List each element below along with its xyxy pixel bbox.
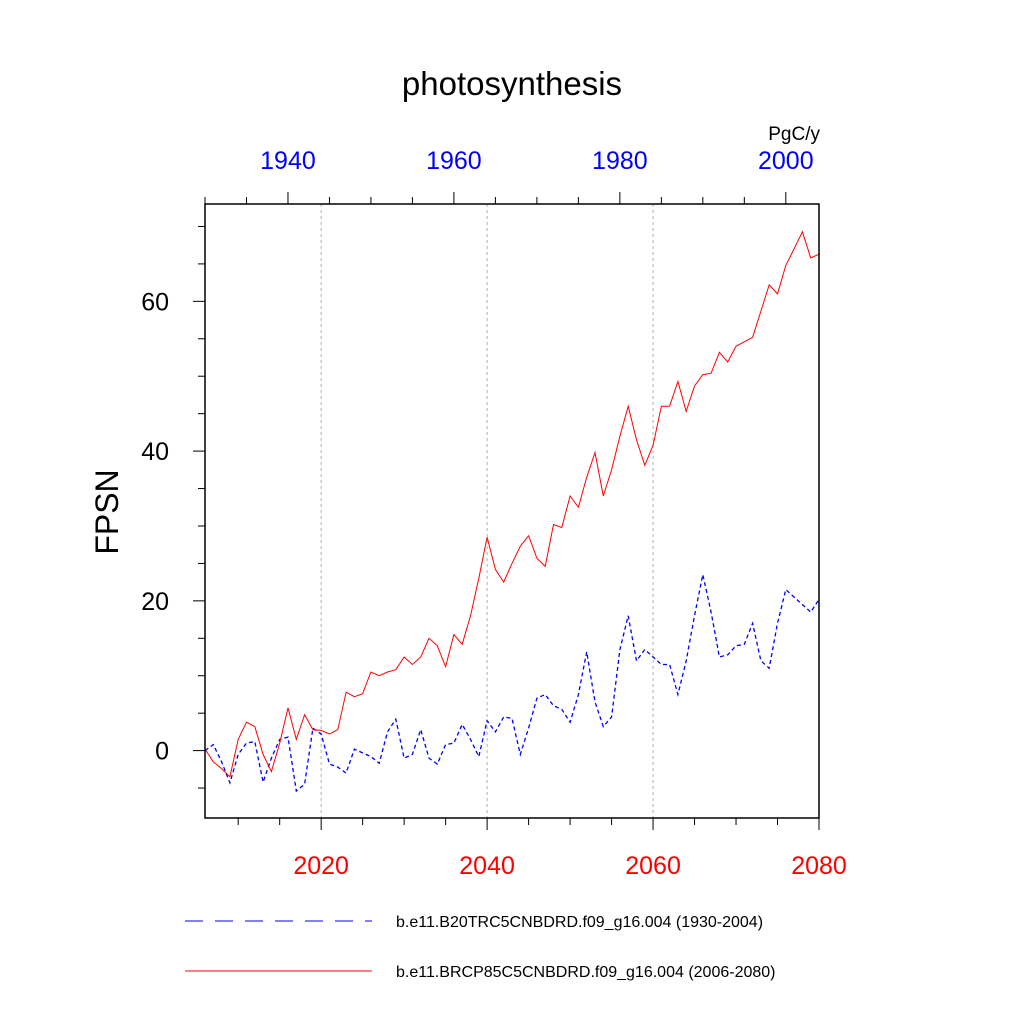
bottom-tick-label: 2060 bbox=[625, 852, 681, 880]
series-line-historical bbox=[204, 574, 820, 793]
y-axis-label: FPSN bbox=[89, 469, 125, 554]
chart-units: PgC/y bbox=[768, 124, 820, 145]
chart-title: photosynthesis bbox=[402, 65, 622, 102]
axis-ticks bbox=[193, 192, 820, 830]
legend-label-rcp85: b.e11.BRCP85C5CNBDRD.f09_g16.004 (2006-2… bbox=[396, 964, 775, 981]
y-tick-label: 60 bbox=[141, 288, 169, 316]
legend-label-historical: b.e11.B20TRC5CNBDRD.f09_g16.004 (1930-20… bbox=[396, 914, 763, 931]
y-tick-label: 0 bbox=[155, 738, 169, 766]
gridlines bbox=[320, 204, 654, 818]
bottom-tick-label: 2080 bbox=[791, 852, 847, 880]
y-tick-label: 40 bbox=[141, 438, 169, 466]
series-line-rcp85 bbox=[204, 230, 820, 778]
bottom-tick-label: 2040 bbox=[459, 852, 515, 880]
plot-frame bbox=[204, 203, 820, 819]
top-tick-label: 2000 bbox=[758, 147, 814, 175]
top-tick-label: 1980 bbox=[592, 147, 648, 175]
bottom-tick-label: 2020 bbox=[293, 852, 349, 880]
top-tick-label: 1960 bbox=[426, 147, 482, 175]
legend: b.e11.B20TRC5CNBDRD.f09_g16.004 (1930-20… bbox=[185, 914, 775, 981]
plot-area bbox=[204, 230, 820, 793]
y-tick-label: 20 bbox=[141, 588, 169, 616]
top-tick-label: 1940 bbox=[260, 147, 316, 175]
